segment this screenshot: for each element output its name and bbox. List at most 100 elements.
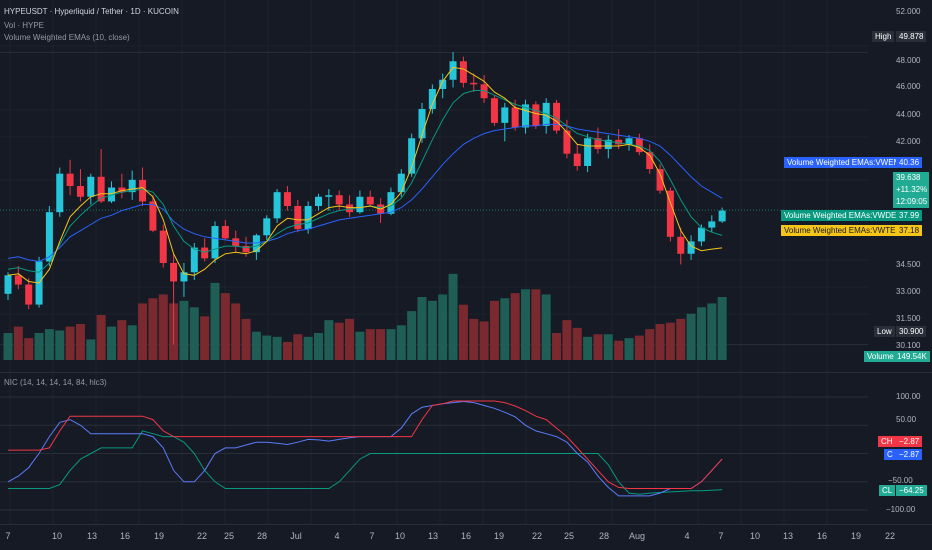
ch-value: −2.87 (896, 436, 923, 447)
volume-bar (86, 339, 96, 360)
candle-body (315, 196, 322, 207)
volume-bar (34, 333, 44, 360)
time-tick: 13 (782, 531, 794, 541)
candle-body (387, 192, 395, 214)
volume-bar (24, 338, 34, 360)
time-tick: 10 (394, 531, 406, 541)
candle-body (211, 226, 219, 259)
candle-body (439, 79, 447, 89)
volume-bar (345, 318, 355, 360)
candle-body (563, 130, 571, 154)
pane-separator[interactable] (0, 372, 932, 373)
price-tick: 44.000 (896, 110, 921, 119)
nic-ch-line (8, 400, 723, 489)
candle-body (263, 218, 271, 236)
candle-body (325, 195, 333, 197)
volume-bar (531, 289, 541, 360)
time-tick: 28 (598, 531, 610, 541)
volume-bar (55, 330, 65, 360)
candle-body (45, 212, 53, 262)
volume-bar (314, 333, 323, 360)
time-tick: 22 (884, 531, 896, 541)
volume-bar (262, 335, 272, 360)
volume-bar (334, 322, 344, 360)
candle-body (273, 192, 281, 219)
candle-body (615, 139, 623, 145)
time-tick: 19 (850, 531, 862, 541)
candle-body (128, 179, 136, 193)
candle-body (190, 247, 198, 273)
c-value: −2.87 (896, 449, 923, 460)
candle-body (501, 107, 509, 123)
candle-body (646, 152, 654, 170)
volume-bar (572, 327, 582, 360)
volume-bar (158, 294, 168, 360)
candle-body (553, 102, 561, 131)
volume-bar (603, 334, 613, 360)
oscillator-tick: 50.00 (896, 415, 917, 424)
candle-body (201, 247, 209, 259)
candle-body (242, 246, 250, 253)
candle-body (356, 196, 364, 213)
candle-body (677, 236, 685, 254)
volume-bar (521, 289, 530, 360)
time-tick: 16 (119, 531, 131, 541)
oscillator-tick: −50.00 (888, 476, 913, 485)
ch-label: CH (878, 436, 896, 447)
last-price-box: 39.638 +11.32% 12:09:05 (893, 172, 929, 208)
price-tick: 46.000 (896, 82, 921, 91)
volume-bar (386, 329, 396, 360)
volume-bar (448, 273, 458, 360)
volume-bar (96, 315, 106, 360)
time-tick: 7 (5, 531, 11, 541)
candle-body (56, 173, 64, 213)
volume-label: Volume (864, 351, 897, 362)
volume-bar (676, 318, 686, 360)
candle-body (294, 206, 302, 230)
volume-bar (251, 331, 261, 360)
last-price: 39.638 (896, 173, 921, 182)
time-tick: Aug (628, 531, 646, 541)
bar-countdown: 12:09:05 (896, 197, 928, 206)
time-tick: 4 (334, 531, 340, 541)
time-tick: 22 (531, 531, 543, 541)
candle-body (108, 187, 115, 202)
cl-value: −64.25 (896, 485, 927, 496)
time-tick: 4 (684, 531, 690, 541)
candle-body (687, 241, 695, 254)
volume-bar (3, 333, 13, 360)
symbol-legend[interactable]: HYPEUSDT · Hyperliquid / Tether · 1D · K… (4, 7, 179, 16)
candle-body (346, 204, 354, 213)
indicator-legend[interactable]: Volume Weighted EMAs (10, close) (4, 33, 130, 42)
volume-bar (138, 303, 148, 360)
volume-bar (220, 293, 230, 360)
candle-body (697, 227, 705, 242)
volume-bar (407, 311, 417, 360)
candle-body (490, 98, 498, 123)
volume-value: 149.54K (894, 351, 930, 362)
candle-body (25, 284, 33, 305)
candle-body (594, 138, 602, 150)
candle-body (149, 201, 157, 231)
volume-bar (107, 326, 116, 360)
volume-bar (272, 336, 282, 360)
volume-legend[interactable]: Vol · HYPE (4, 21, 45, 30)
nic-cl-line (8, 430, 723, 495)
candle-body (221, 226, 229, 239)
time-tick: 25 (563, 531, 575, 541)
candle-body (428, 88, 436, 110)
price-tick: 34.500 (896, 260, 921, 269)
volume-bar (75, 324, 85, 360)
low-value: 30.900 (896, 326, 927, 337)
volume-bar (614, 340, 624, 360)
oscillator-legend[interactable]: NIC (14, 14, 14, 14, 84, hlc3) (4, 378, 107, 387)
volume-bar (117, 320, 127, 360)
cl-label: CL (879, 485, 896, 496)
volume-bar (438, 294, 448, 360)
candle-body (408, 138, 416, 174)
volume-bar (293, 334, 303, 360)
vwema-value: 40.36 (896, 157, 923, 168)
time-tick: 22 (196, 531, 208, 541)
